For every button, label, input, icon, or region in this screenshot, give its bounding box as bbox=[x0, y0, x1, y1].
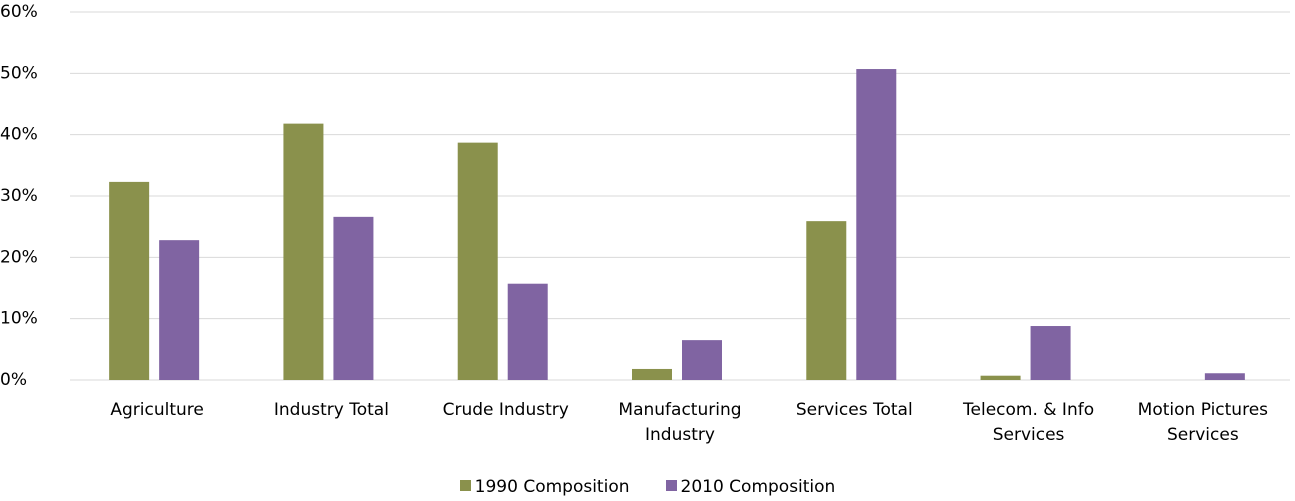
bar bbox=[980, 375, 1021, 380]
x-tick-label: Services Total bbox=[795, 400, 913, 420]
legend-swatch bbox=[665, 480, 677, 491]
legend-swatch bbox=[459, 480, 471, 491]
legend-label: 2010 Composition bbox=[680, 477, 836, 497]
x-tick-label: Industry Total bbox=[273, 400, 389, 420]
bar bbox=[333, 216, 374, 380]
legend-label: 1990 Composition bbox=[474, 477, 630, 497]
legend-item: 2010 Composition bbox=[665, 477, 836, 497]
x-tick-label: Motion Pictures Services bbox=[1137, 400, 1269, 445]
bar bbox=[682, 340, 722, 380]
bar bbox=[457, 142, 498, 380]
bar bbox=[283, 123, 324, 381]
legend-item: 1990 Composition bbox=[459, 477, 630, 497]
bar bbox=[806, 221, 847, 380]
y-tick-label: 50% bbox=[0, 63, 38, 83]
y-tick-label: 0% bbox=[0, 370, 27, 390]
y-tick-label: 10% bbox=[0, 309, 38, 329]
bar bbox=[632, 368, 672, 380]
bar bbox=[507, 283, 548, 380]
bar bbox=[856, 69, 897, 380]
x-tick-label: Telecom. & Info Services bbox=[963, 400, 1095, 445]
bar bbox=[159, 240, 200, 380]
y-tick-label: 20% bbox=[0, 247, 38, 267]
y-tick-label: 40% bbox=[0, 125, 38, 145]
x-tick-label: Crude Industry bbox=[442, 400, 569, 420]
bar bbox=[1204, 373, 1245, 380]
bar bbox=[109, 181, 150, 380]
y-tick-label: 30% bbox=[0, 186, 38, 206]
bar bbox=[1030, 326, 1071, 380]
legend: 1990 Composition 2010 Composition bbox=[0, 477, 1295, 497]
x-tick-label: Agriculture bbox=[110, 400, 204, 420]
y-tick-label: 60% bbox=[0, 2, 38, 22]
x-tick-label: Manufacturing Industry bbox=[618, 400, 742, 445]
